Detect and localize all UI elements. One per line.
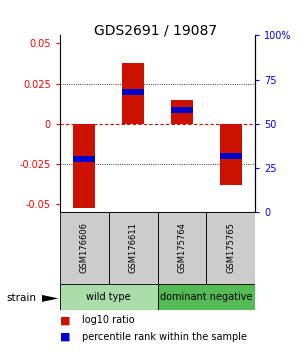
Bar <box>122 89 144 95</box>
Bar <box>158 284 255 310</box>
Bar <box>171 100 193 124</box>
Bar <box>158 212 206 285</box>
Bar <box>171 107 193 113</box>
Bar <box>220 153 242 159</box>
Text: log10 ratio: log10 ratio <box>82 315 135 325</box>
Bar <box>220 124 242 185</box>
Text: ■: ■ <box>60 315 70 325</box>
Text: percentile rank within the sample: percentile rank within the sample <box>82 332 247 342</box>
Bar <box>206 212 255 285</box>
Bar <box>122 63 144 124</box>
Polygon shape <box>42 295 58 302</box>
Text: GSM176606: GSM176606 <box>80 222 89 273</box>
Text: GSM176611: GSM176611 <box>129 222 138 273</box>
Text: dominant negative: dominant negative <box>160 292 253 302</box>
Bar <box>60 284 158 310</box>
Bar <box>74 156 95 162</box>
Text: GSM175765: GSM175765 <box>226 222 235 273</box>
Bar <box>109 212 158 285</box>
Text: ■: ■ <box>60 332 70 342</box>
Text: strain: strain <box>6 293 36 303</box>
Text: GSM175764: GSM175764 <box>177 222 186 273</box>
Text: GDS2691 / 19087: GDS2691 / 19087 <box>94 23 218 37</box>
Bar <box>74 124 95 207</box>
Bar <box>60 212 109 285</box>
Text: wild type: wild type <box>86 292 131 302</box>
